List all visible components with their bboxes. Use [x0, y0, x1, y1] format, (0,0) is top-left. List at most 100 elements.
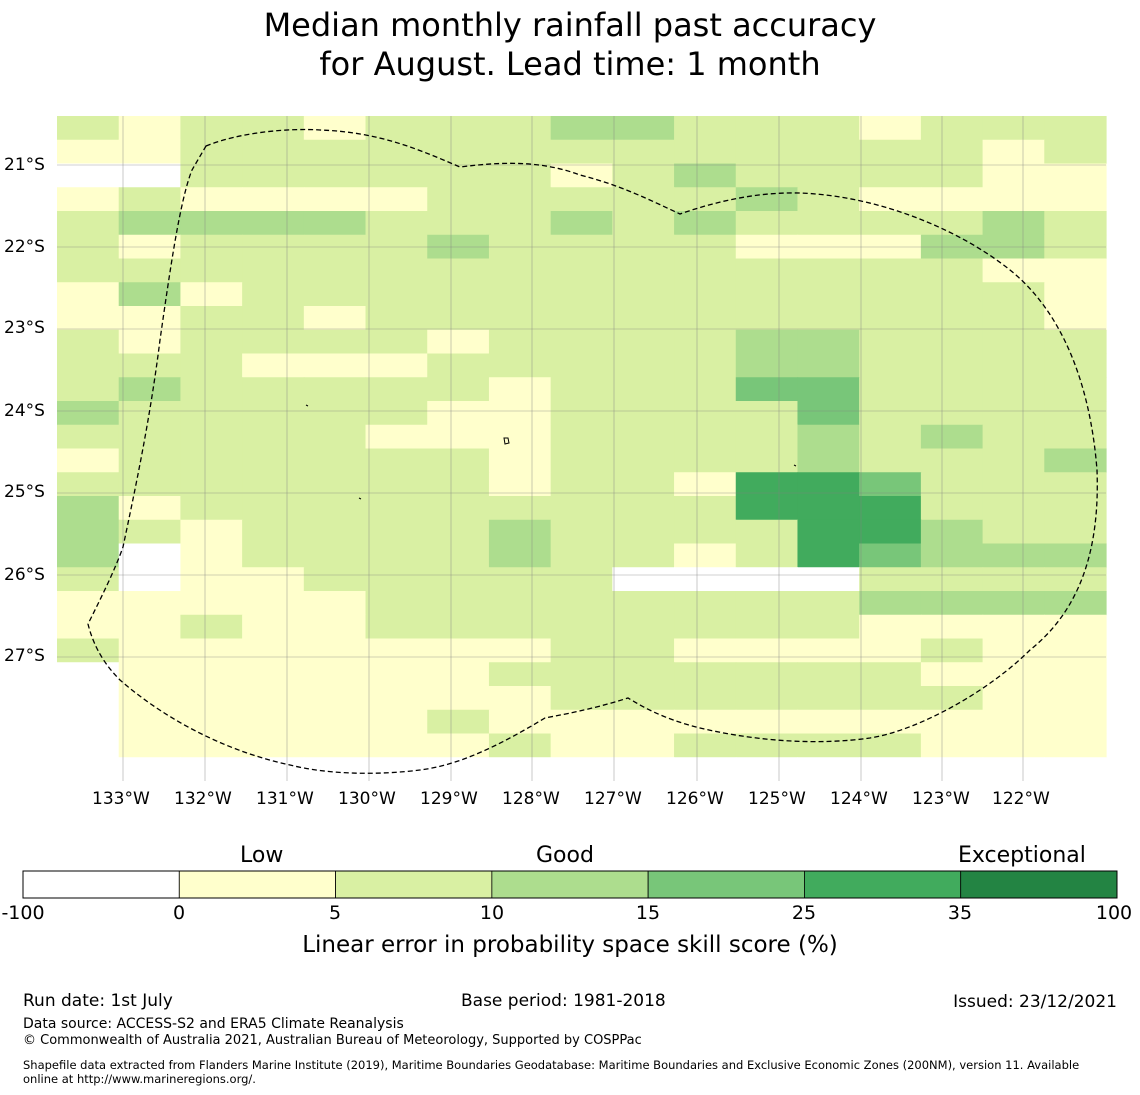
grid-cell — [118, 353, 182, 378]
grid-cell — [797, 353, 860, 378]
lat-label: 24°S — [4, 401, 45, 421]
grid-cell — [427, 163, 490, 188]
grid-cell — [920, 638, 984, 663]
grid-cell — [674, 401, 737, 426]
grid-cell — [920, 424, 984, 450]
grid-cell — [797, 306, 860, 331]
grid-cell — [674, 614, 737, 640]
grid-cell — [242, 424, 305, 450]
grid-cell — [488, 424, 552, 450]
grid-cell — [118, 638, 182, 663]
grid-cell — [735, 282, 799, 307]
grid-cell — [180, 543, 243, 568]
grid-cell — [427, 306, 490, 331]
grid-cell — [488, 709, 552, 735]
grid-cell — [797, 496, 860, 521]
grid-cell — [365, 638, 428, 663]
grid-cell — [735, 519, 799, 545]
grid-cell — [797, 733, 860, 758]
grid-cell — [303, 401, 367, 426]
grid-cell — [612, 329, 675, 355]
grid-cell — [1044, 686, 1107, 711]
colorbar-swatch — [178, 870, 336, 899]
grid-cell — [1044, 116, 1107, 141]
grid-cell — [488, 567, 552, 592]
grid-cell — [612, 424, 675, 450]
grid-cell — [365, 472, 428, 497]
grid-cell — [735, 638, 799, 663]
grid-cell — [57, 401, 120, 426]
grid-cell — [118, 757, 182, 782]
grid-cell — [488, 353, 552, 378]
title-line-1: Median monthly rainfall past accuracy — [263, 6, 877, 44]
grid-cell — [550, 448, 613, 473]
grid-cell — [57, 424, 120, 450]
grid-cell — [1044, 377, 1107, 402]
grid-cell — [674, 543, 737, 568]
grid-cell — [1044, 187, 1107, 212]
grid-cell — [612, 733, 675, 758]
grid-cell — [550, 377, 613, 402]
grid-cell — [982, 116, 1045, 141]
grid-cell — [303, 662, 367, 687]
colorbar-swatch — [804, 870, 962, 899]
grid-cell — [242, 709, 305, 735]
grid-cell — [118, 662, 182, 687]
grid-cell — [57, 211, 120, 236]
grid-cell — [180, 614, 243, 640]
grid-cell — [118, 614, 182, 640]
lon-label: 124°W — [830, 789, 888, 809]
eez-boundary — [87, 128, 1098, 774]
island-outline — [358, 497, 362, 500]
grid-cell — [550, 116, 613, 141]
grid-cell — [242, 211, 305, 236]
grid-cell — [735, 116, 799, 141]
grid-cell — [488, 329, 552, 355]
grid-cell — [674, 116, 737, 141]
grid-cell — [550, 496, 613, 521]
grid-cell — [859, 187, 922, 212]
colorbar-tick: 15 — [635, 902, 661, 924]
grid-cell — [612, 306, 675, 331]
grid-cell — [859, 757, 922, 782]
grid-cell — [735, 401, 799, 426]
lat-label: 25°S — [4, 482, 45, 502]
grid-cell — [118, 329, 182, 355]
grid-cell — [242, 686, 305, 711]
grid-cell — [57, 472, 120, 497]
grid-cell — [365, 662, 428, 687]
grid-cell — [550, 401, 613, 426]
grid-cell — [118, 567, 182, 592]
grid-cell — [488, 377, 552, 402]
copyright: © Commonwealth of Australia 2021, Austra… — [23, 1033, 642, 1048]
grid-cell — [118, 401, 182, 426]
colorbar-swatch — [22, 870, 180, 899]
grid-cell — [674, 757, 737, 782]
grid-cell — [982, 591, 1045, 616]
grid-cell — [365, 448, 428, 473]
grid-cell — [1044, 472, 1107, 497]
grid-cell — [427, 187, 490, 212]
grid-cell — [118, 163, 182, 188]
chart-title: Median monthly rainfall past accuracy fo… — [0, 6, 1140, 84]
lat-label: 27°S — [4, 646, 45, 666]
grid-cell — [303, 424, 367, 450]
grid-cell — [180, 638, 243, 663]
grid-cell — [674, 472, 737, 497]
grid-cell — [797, 116, 860, 141]
grid-cell — [674, 591, 737, 616]
grid-cell — [982, 329, 1045, 355]
grid-cell — [365, 424, 428, 450]
lat-label: 22°S — [4, 237, 45, 257]
grid-cell — [920, 258, 984, 283]
grid-cell — [242, 329, 305, 355]
grid-cell — [550, 329, 613, 355]
grid-cell — [303, 638, 367, 663]
grid-cell — [180, 709, 243, 735]
grid-cell — [550, 638, 613, 663]
grid-cell — [612, 709, 675, 735]
grid-cell — [303, 543, 367, 568]
grid-cell — [982, 686, 1045, 711]
lon-label: 122°W — [992, 789, 1050, 809]
